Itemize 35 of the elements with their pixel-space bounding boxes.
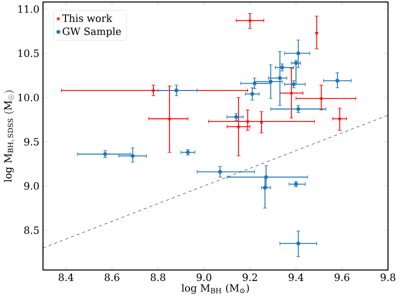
x-tick-label: 9.2 xyxy=(242,274,257,282)
y-axis-title: $\log\,\mathrm{M}_{\mathrm{BH,\,SDSS}}\ (\mathrm{M}_{\odot})$ xyxy=(4,90,14,182)
point xyxy=(151,88,156,92)
x-tick-label: 9.8 xyxy=(380,274,396,282)
point xyxy=(250,92,254,96)
y-tick-label: 10.5 xyxy=(18,50,39,58)
x-tick-label: 8.4 xyxy=(58,274,74,282)
point xyxy=(296,241,300,246)
y-tick-label: 8.5 xyxy=(24,226,39,234)
y-tick-label: 10.0 xyxy=(18,94,39,102)
y-tick-label: 11.0 xyxy=(18,5,39,13)
x-tick-label: 9.6 xyxy=(334,274,350,282)
point xyxy=(296,51,300,56)
x-tick-label: 9.0 xyxy=(196,274,212,282)
legend-label: GW Sample xyxy=(62,27,121,38)
point xyxy=(174,88,178,92)
point xyxy=(335,78,340,83)
point xyxy=(168,116,172,120)
point xyxy=(218,170,222,174)
x-tick-label: 8.6 xyxy=(104,274,120,282)
y-tick-label: 9.0 xyxy=(24,182,39,190)
point xyxy=(246,119,250,124)
x-axis-title: log M$_{BH}$ (M$_{⊙}$) xyxy=(182,284,249,294)
point xyxy=(319,96,324,100)
x-tick-label: 9.4 xyxy=(288,274,304,282)
point xyxy=(236,124,240,128)
x-tick-label: 8.8 xyxy=(150,274,166,282)
y-tick-label: 9.5 xyxy=(24,138,39,146)
point xyxy=(338,116,342,120)
legend-label: This work xyxy=(62,14,112,22)
point xyxy=(289,91,294,95)
point xyxy=(248,18,252,22)
point xyxy=(278,76,282,80)
point xyxy=(314,30,319,35)
point xyxy=(260,120,264,124)
